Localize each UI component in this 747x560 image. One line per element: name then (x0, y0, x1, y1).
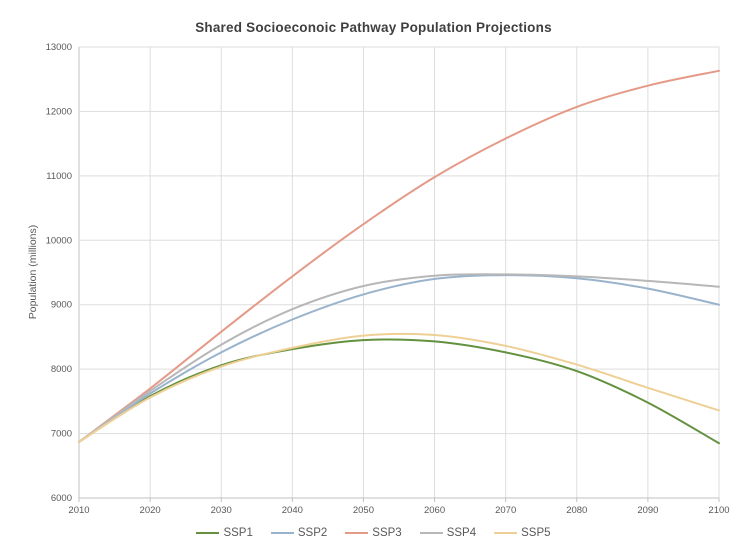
legend-swatch-ssp5 (494, 532, 518, 534)
x-tick-label: 2040 (282, 505, 303, 516)
series-line-ssp1 (78, 338, 720, 445)
x-tick-label: 2070 (495, 505, 516, 516)
y-tick-label: 9000 (51, 300, 72, 311)
legend-swatch-ssp2 (270, 532, 294, 534)
series-line-ssp3 (78, 69, 720, 443)
legend-item-ssp3: SSP3 (345, 527, 402, 539)
y-tick-label: 11000 (46, 171, 72, 182)
x-tick-label: 2100 (708, 505, 729, 516)
x-tick-label: 2060 (424, 505, 445, 516)
legend-item-ssp2: SSP2 (270, 527, 328, 539)
series-line-ssp2 (78, 274, 720, 443)
legend-item-ssp1: SSP1 (196, 527, 253, 539)
x-tick-label: 2020 (140, 505, 161, 516)
x-tick-label: 2090 (637, 505, 658, 516)
chart-legend: SSP1 SSP2 SSP3 SSP4 SSP5 (0, 527, 747, 539)
legend-item-ssp4: SSP4 (419, 527, 477, 539)
legend-label-ssp2: SSP2 (297, 527, 328, 539)
legend-label-ssp1: SSP1 (223, 527, 253, 539)
x-tick-label: 2010 (68, 505, 89, 516)
legend-label-ssp3: SSP3 (372, 527, 402, 539)
y-tick-label: 7000 (51, 429, 72, 440)
x-tick-label: 2030 (211, 505, 232, 516)
y-tick-label: 13000 (46, 42, 72, 53)
x-tick-label: 2080 (566, 505, 587, 516)
legend-swatch-ssp4 (419, 532, 443, 534)
legend-swatch-ssp3 (345, 532, 369, 534)
legend-label-ssp5: SSP5 (521, 527, 551, 539)
chart-title: Shared Socioeconoic Pathway Population P… (195, 20, 552, 35)
legend-label-ssp4: SSP4 (446, 527, 477, 539)
legend-item-ssp5: SSP5 (494, 527, 551, 539)
y-tick-label: 12000 (46, 106, 72, 117)
y-tick-label: 6000 (51, 493, 72, 504)
y-axis-title: Population (millions) (27, 224, 39, 320)
series-line-ssp4 (78, 273, 720, 443)
legend-swatch-ssp1 (196, 532, 220, 534)
x-tick-label: 2050 (353, 505, 374, 516)
series-line-ssp5 (78, 332, 720, 443)
y-tick-label: 8000 (51, 364, 72, 375)
y-tick-label: 10000 (46, 235, 72, 246)
